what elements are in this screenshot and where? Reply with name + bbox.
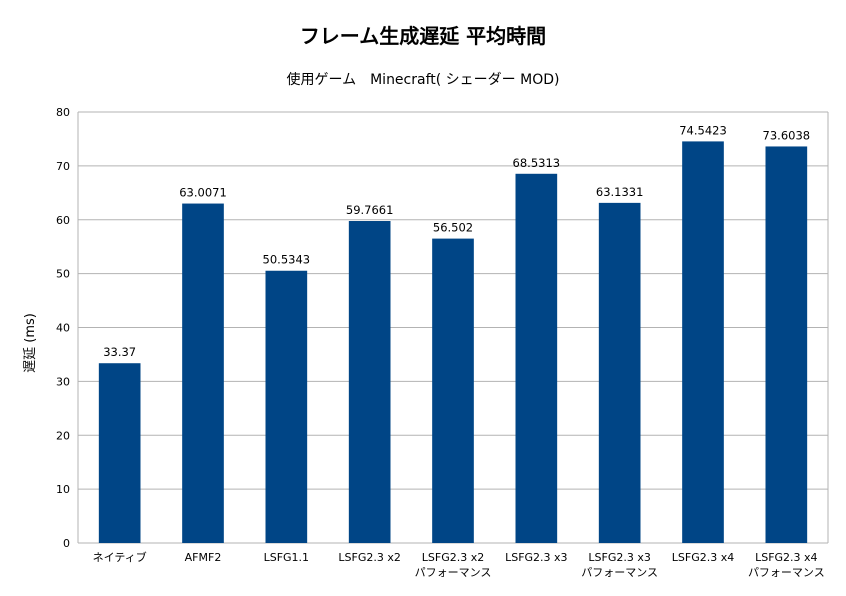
bar [432, 238, 474, 544]
bar [265, 270, 308, 543]
data-label: 73.6038 [763, 128, 811, 142]
x-tick-label: LSFG2.3 x2 [422, 551, 484, 564]
data-labels: 33.37 63.0071 50.5343 59.7661 56.502 68.5313 6… [103, 123, 810, 359]
x-tick-label: パフォーマンス [748, 566, 825, 579]
x-tick-label: パフォーマンス [415, 566, 492, 579]
bars [98, 141, 808, 544]
y-tick-label: 20 [56, 429, 70, 442]
x-tick-label: LSFG2.3 x4 [755, 551, 817, 564]
x-tick-label: LSFG2.3 x3 [505, 551, 567, 564]
y-tick-label: 10 [56, 483, 70, 496]
x-tick-label: AFMF2 [185, 551, 222, 564]
x-tick-label: パフォーマンス [581, 566, 658, 579]
y-tick-label: 50 [56, 268, 70, 281]
bar [765, 146, 808, 543]
y-tick-label: 60 [56, 214, 70, 227]
data-label: 63.1331 [596, 185, 644, 199]
bar [98, 363, 141, 543]
x-tick-labels: ネイティブ AFMF2 LSFG1.1 LSFG2.3 x2 LSFG2.3 x2 パフォ… [93, 550, 825, 579]
y-tick-labels: 0 10 20 30 40 50 60 70 80 [56, 106, 70, 550]
x-tick-label: LSFG2.3 x3 [588, 551, 650, 564]
bar [348, 221, 391, 543]
y-tick-label: 70 [56, 160, 70, 173]
bar [515, 173, 558, 543]
x-tick-label: ネイティブ [93, 550, 147, 564]
bar [598, 202, 641, 543]
y-axis-label: 遅延 (ms) [23, 313, 38, 373]
x-tick-label: LSFG2.3 x2 [338, 551, 400, 564]
data-label: 74.5423 [679, 123, 727, 137]
x-tick-label: LSFG2.3 x4 [672, 551, 734, 564]
data-label: 56.502 [433, 221, 473, 235]
data-label: 33.37 [103, 345, 136, 359]
data-label: 59.7661 [346, 203, 394, 217]
y-tick-label: 30 [56, 375, 70, 388]
x-tick-label: LSFG1.1 [264, 551, 309, 564]
y-tick-label: 0 [63, 537, 70, 550]
y-tick-label: 40 [56, 322, 70, 335]
chart-title: フレーム生成遅延 平均時間 [300, 24, 546, 48]
bar [682, 141, 724, 543]
bar [182, 203, 224, 543]
data-label: 50.5343 [263, 253, 311, 267]
chart-subtitle: 使用ゲーム Minecraft( シェーダー MOD) [287, 71, 560, 88]
data-label: 63.0071 [179, 186, 227, 200]
y-tick-label: 80 [56, 106, 70, 119]
data-label: 68.5313 [513, 156, 561, 170]
